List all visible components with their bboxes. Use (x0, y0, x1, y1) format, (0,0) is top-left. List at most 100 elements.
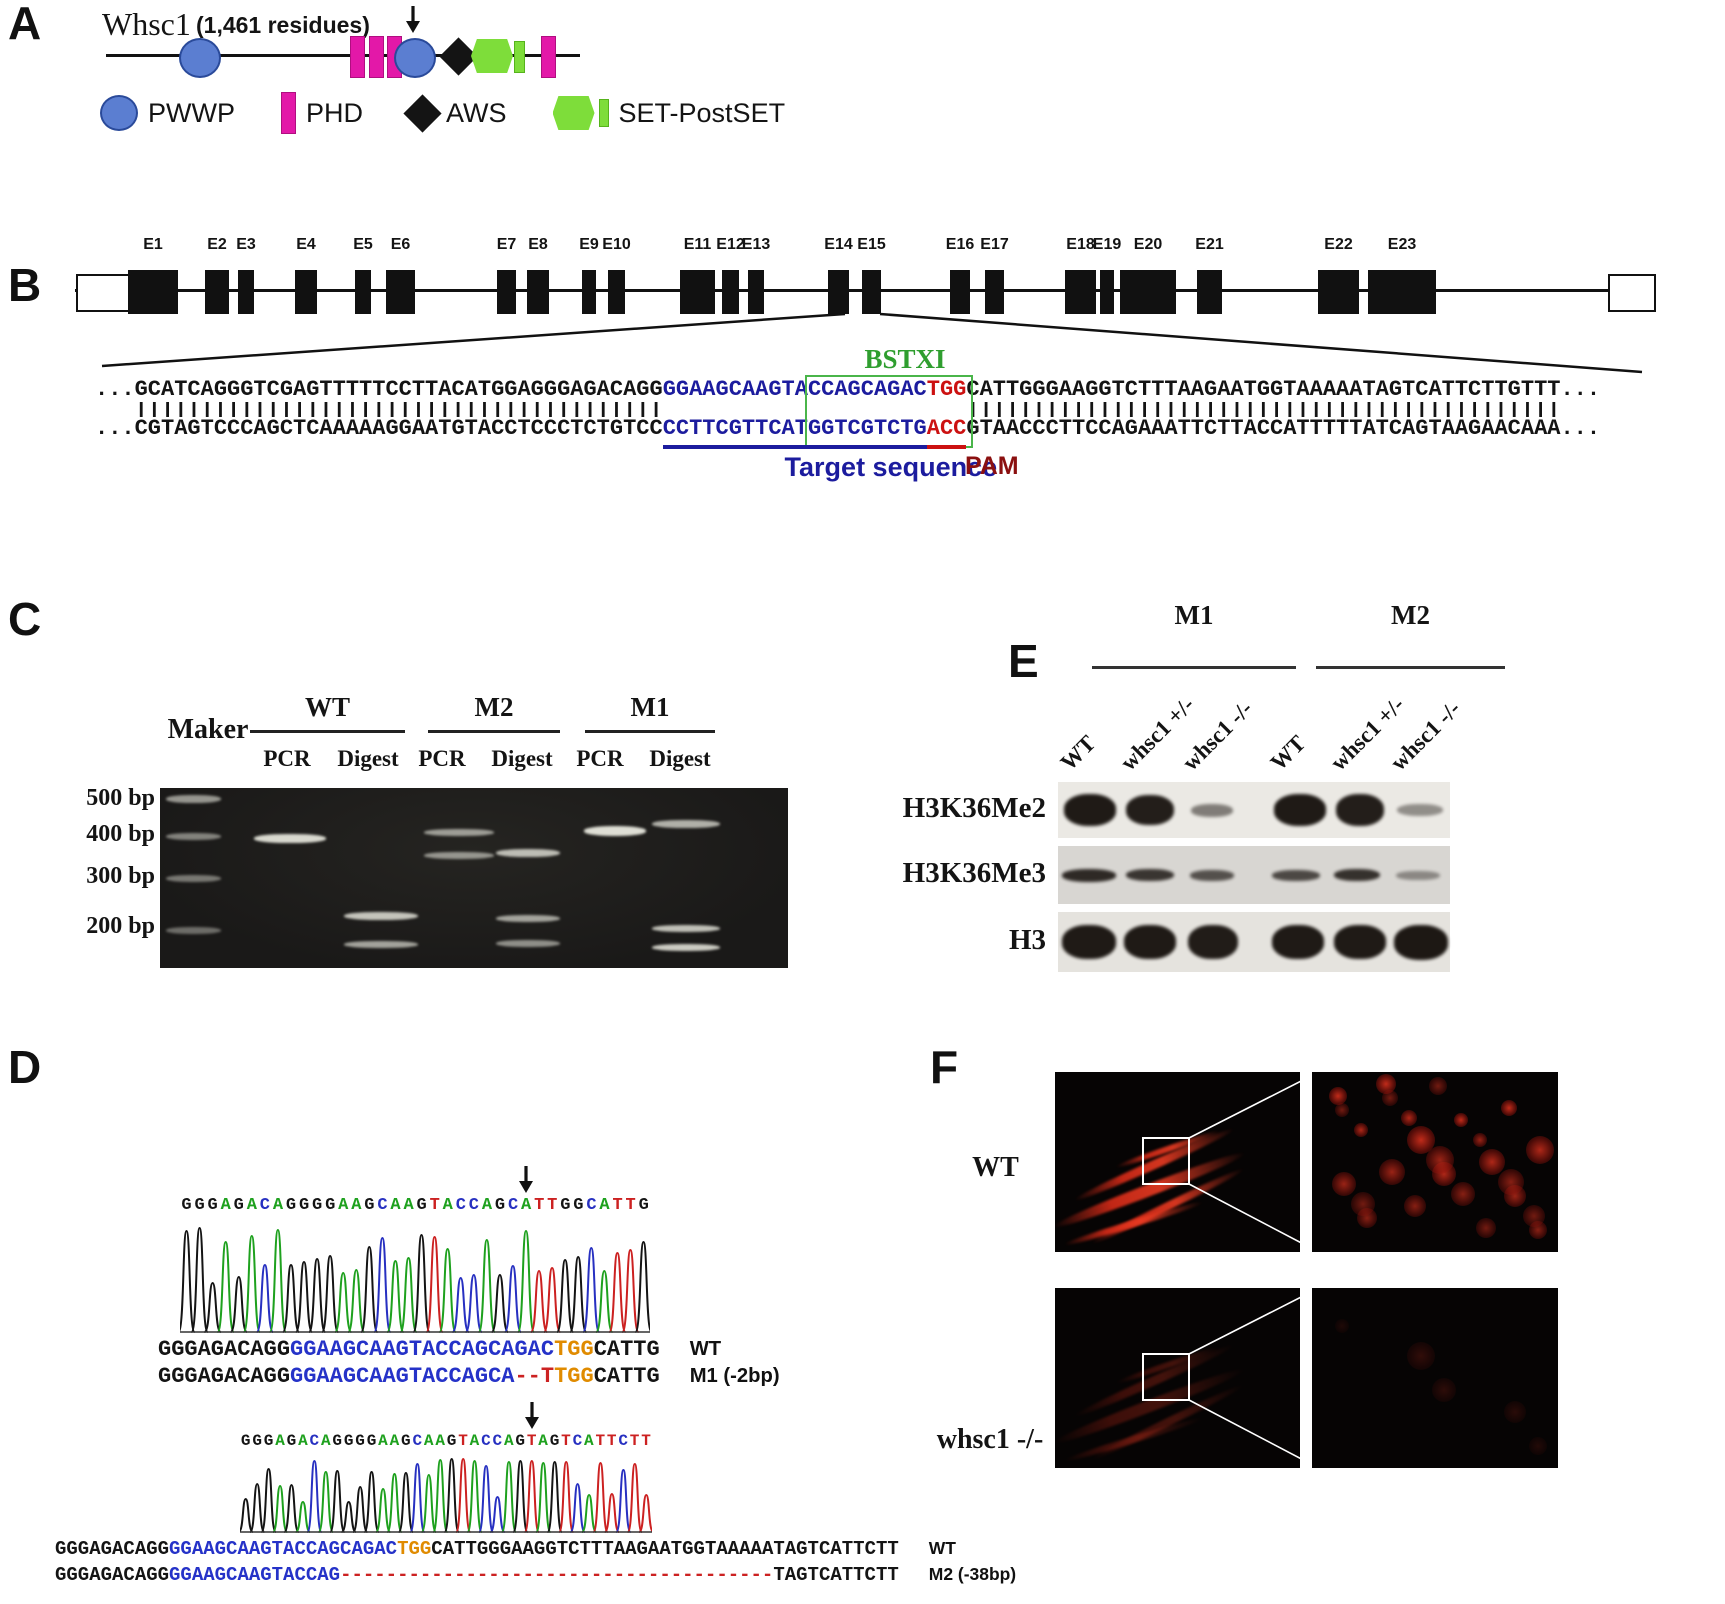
base-letter: A (521, 1196, 532, 1215)
blot-band (1397, 804, 1443, 816)
nucleus-signal (1498, 1169, 1524, 1195)
blot-strip-h3k36me3 (1058, 846, 1450, 904)
exon-e11 (680, 270, 715, 314)
nucleus-signal (1401, 1110, 1417, 1126)
nucleus-signal (1351, 1192, 1375, 1216)
base-letter: G (233, 1196, 244, 1215)
antibody-label: H3K36Me2 (902, 792, 1046, 824)
exon-label-e23: E23 (1387, 236, 1417, 253)
base-letter: T (547, 1196, 558, 1215)
base-letter: A (584, 1432, 594, 1450)
exon-label-e21: E21 (1195, 236, 1224, 253)
blot-band (1272, 869, 1320, 881)
domain-target-arrow-icon (405, 6, 421, 33)
exon-label-e20: E20 (1133, 236, 1163, 253)
gel-band-m1-digest (652, 924, 720, 932)
base-letter: G (252, 1432, 262, 1450)
bp-marker-label: 200 bp (86, 913, 155, 939)
nucleus-signal (1329, 1087, 1347, 1105)
exon-e1 (128, 270, 178, 314)
base-letter: A (220, 1196, 231, 1215)
protein-title: Whsc1 (102, 6, 191, 42)
base-letter: A (469, 1432, 480, 1450)
exon-e23 (1368, 270, 1436, 314)
nucleus-signal (1476, 1218, 1496, 1238)
base-letter: T (526, 1432, 537, 1450)
alignment-segment: GGGAGACAGG (158, 1337, 291, 1362)
sequence-segment: CCTTCGTTCAT (662, 416, 808, 441)
base-letter: G (332, 1432, 343, 1450)
nucleus-signal (1407, 1342, 1435, 1370)
genotype-label: WT (689, 1338, 722, 1360)
exon-e13 (748, 270, 764, 314)
blot-band (1124, 925, 1176, 959)
alignment-segment: GGAAGCAAGTACCAGCAGAC (169, 1538, 398, 1560)
nucleus-signal (1429, 1077, 1447, 1095)
base-letter: G (298, 1196, 310, 1215)
base-letter: A (275, 1432, 285, 1450)
base-letter: C (468, 1196, 479, 1215)
base-letter: G (638, 1196, 649, 1215)
blot-band (1062, 925, 1116, 959)
blot-group-m1: M1 (1174, 600, 1214, 630)
alignment-segment: TGG (554, 1364, 594, 1389)
gel-band-m2-digest (496, 849, 560, 857)
wt-row-label: WT (972, 1152, 1019, 1183)
muscle-fiber-signal (1063, 1198, 1204, 1249)
nucleus-signal (1335, 1103, 1349, 1117)
exon-label-e10: E10 (602, 236, 631, 253)
exon-e16 (950, 270, 970, 314)
base-letter: T (429, 1196, 440, 1215)
alignment-row: GGGAGACAGGGGAAGCAAGTACCAG---------------… (55, 1562, 1016, 1588)
genotype-label: M2 (-38bp) (928, 1564, 1017, 1584)
set-domain-shape (471, 39, 513, 73)
base-letter: G (286, 1432, 297, 1450)
bp-marker-label: 400 bp (86, 821, 155, 847)
sequence-segment: ...CGTAGTCCCAGCTCAAAAAGGAATGTACCTCCCTCTG… (95, 416, 663, 441)
phd-domain-shape (368, 36, 384, 78)
alignment-segment: CATTG (593, 1337, 660, 1362)
nucleus-signal (1473, 1133, 1487, 1147)
marker-lane-label: Maker (167, 714, 249, 745)
chromatogram-trace (180, 1226, 650, 1333)
bp-marker-label: 500 bp (86, 785, 155, 811)
panel-e-letter: E (1008, 635, 1039, 687)
phd-domain-shape (349, 36, 365, 78)
nucleus-signal (1379, 1159, 1405, 1185)
base-letter: A (403, 1196, 414, 1215)
exon-label-e7: E7 (496, 236, 517, 253)
base-letter: A (246, 1196, 257, 1215)
alignment-segment: CATTGGGAAGGTCTTTAAGAATGGTAAAAATAGTCATTCT… (431, 1538, 899, 1560)
base-letter: C (412, 1432, 423, 1450)
exon-label-e12: E12 (716, 236, 745, 253)
base-letter: G (549, 1432, 560, 1450)
exon-e21 (1197, 270, 1222, 314)
nucleus-signal (1332, 1172, 1356, 1196)
legend-item: SET-PostSET (552, 96, 785, 130)
base-letter: G (366, 1432, 377, 1450)
nucleus-signal (1529, 1437, 1547, 1455)
legend-item: PWWP (100, 95, 235, 131)
bstxi-label: BSTXI (864, 344, 946, 374)
blot-band (1126, 795, 1174, 825)
exon-label-e3: E3 (236, 236, 256, 253)
base-letter: C (309, 1432, 320, 1450)
base-letter: A (503, 1432, 514, 1450)
base-letter: G (285, 1196, 297, 1215)
gel-band-wt-pcr (254, 833, 326, 843)
blot-band (1394, 924, 1448, 960)
dna-bottom-strand: ...CGTAGTCCCAGCTCAAAAAGGAATGTACCTCCCTCTG… (95, 417, 1600, 441)
base-letter: C (572, 1432, 583, 1450)
alignment-row: GGGAGACAGGGGAAGCAAGTACCAGCA--TTGGCATTG M1… (158, 1363, 780, 1390)
base-letter: A (320, 1432, 331, 1450)
gel-group-m1: M1 (630, 692, 670, 722)
base-letter: G (312, 1196, 323, 1215)
micrograph-ko-high-mag (1312, 1288, 1558, 1468)
alignment-segment: GGAAGCAAGTACCAGCA (290, 1364, 515, 1389)
exon-e17 (985, 270, 1004, 314)
exon-label-e6: E6 (390, 236, 411, 253)
blot-band (1188, 925, 1238, 959)
base-letter: G (355, 1432, 365, 1450)
sequence-alignment: GGGAGACAGGGGAAGCAAGTACCAGCAGACTGGCATTGGG… (55, 1536, 1016, 1588)
